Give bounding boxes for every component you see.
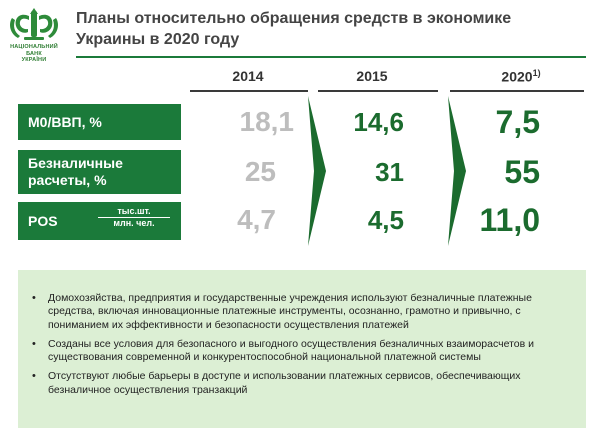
column-rule-2020	[450, 90, 584, 92]
row-label-pos: POS тыс.шт. млн. чел.	[18, 202, 181, 240]
value-pos-2014: 4,7	[237, 204, 276, 235]
goals-panel: Домохозяйства, предприятия и государстве…	[18, 270, 586, 428]
chevron-right-icon	[308, 96, 326, 246]
row-label-cashless: Безналичные расчеты, %	[18, 150, 181, 194]
chevron-right-icon	[448, 96, 466, 246]
column-rule-2015	[318, 90, 438, 92]
value-cashless-2014: 25	[244, 156, 276, 187]
list-item: Созданы все условия для безопасного и вы…	[30, 338, 570, 365]
value-pos-2020: 11,0	[479, 202, 540, 238]
list-item: Домохозяйства, предприятия и государстве…	[30, 292, 570, 332]
column-header-2015: 2015	[356, 68, 388, 84]
nbu-logo: НАЦІОНАЛЬНИЙ БАНК УКРАЇНИ	[6, 8, 62, 64]
value-pos-2015: 4,5	[367, 205, 404, 235]
value-cashless-2015: 31	[375, 157, 404, 187]
value-cashless-2020: 55	[504, 154, 540, 190]
page-title: Планы относительно обращения средств в э…	[76, 10, 512, 48]
logo-text: НАЦІОНАЛЬНИЙ БАНК УКРАЇНИ	[10, 44, 58, 63]
pos-units: тыс.шт. млн. чел.	[98, 206, 170, 229]
column-header-2014: 2014	[232, 68, 264, 84]
column-header-2020: 20201)	[501, 68, 541, 85]
value-m0-2014: 18,1	[239, 106, 295, 137]
value-m0-2015: 14,6	[353, 107, 404, 137]
column-rule-2014	[190, 90, 308, 92]
row-label-m0-gdp: М0/ВВП, %	[18, 104, 181, 140]
nbu-emblem-icon	[10, 8, 58, 40]
value-m0-2020: 7,5	[495, 104, 540, 140]
title-divider	[76, 56, 586, 58]
list-item: Отсутствуют любые барьеры в доступе и ис…	[30, 370, 570, 397]
